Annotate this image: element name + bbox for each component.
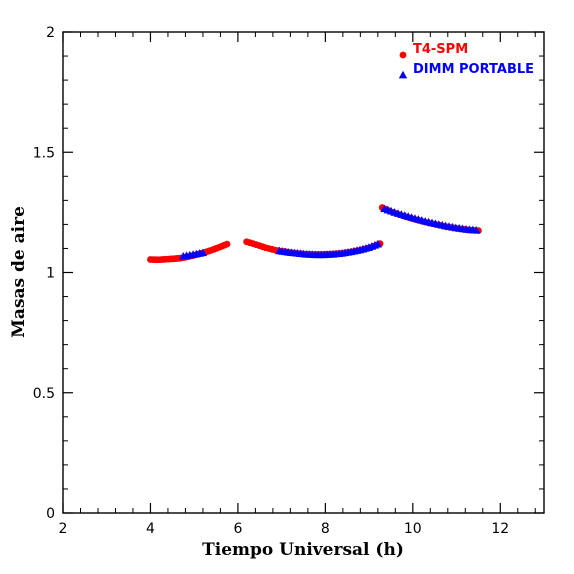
- data-points: [147, 204, 482, 264]
- x-tick-label: 4: [146, 521, 155, 537]
- x-tick-label: 2: [59, 521, 68, 537]
- data-point: [223, 240, 231, 248]
- y-tick-label: 0: [46, 506, 55, 522]
- axis-ticks: 2 4 6 8 10 12 0 0.5 1 1.5 2: [33, 25, 544, 537]
- y-tick-label: 1: [46, 266, 55, 282]
- x-tick-label: 10: [404, 521, 422, 537]
- plot-frame: [62, 31, 545, 514]
- y-tick-label: 0.5: [33, 386, 55, 402]
- x-tick-label: 6: [233, 521, 242, 537]
- data-point: [198, 248, 208, 257]
- legend: T4-SPM DIMM PORTABLE: [398, 42, 534, 79]
- x-tick-label: 8: [321, 521, 330, 537]
- x-tick-label: 12: [491, 521, 509, 537]
- series-dimm-portable: [179, 204, 481, 260]
- y-tick-label: 1.5: [33, 145, 55, 161]
- x-axis-title: Tiempo Universal (h): [202, 540, 404, 560]
- y-tick-label: 2: [46, 25, 55, 41]
- data-point: [472, 225, 481, 234]
- legend-label: DIMM PORTABLE: [413, 62, 534, 77]
- legend-label: T4-SPM: [413, 42, 468, 57]
- legend-marker: [399, 51, 407, 59]
- legend-marker: [398, 70, 408, 79]
- data-point: [373, 239, 383, 248]
- y-axis-title: Masas de aire: [9, 206, 29, 338]
